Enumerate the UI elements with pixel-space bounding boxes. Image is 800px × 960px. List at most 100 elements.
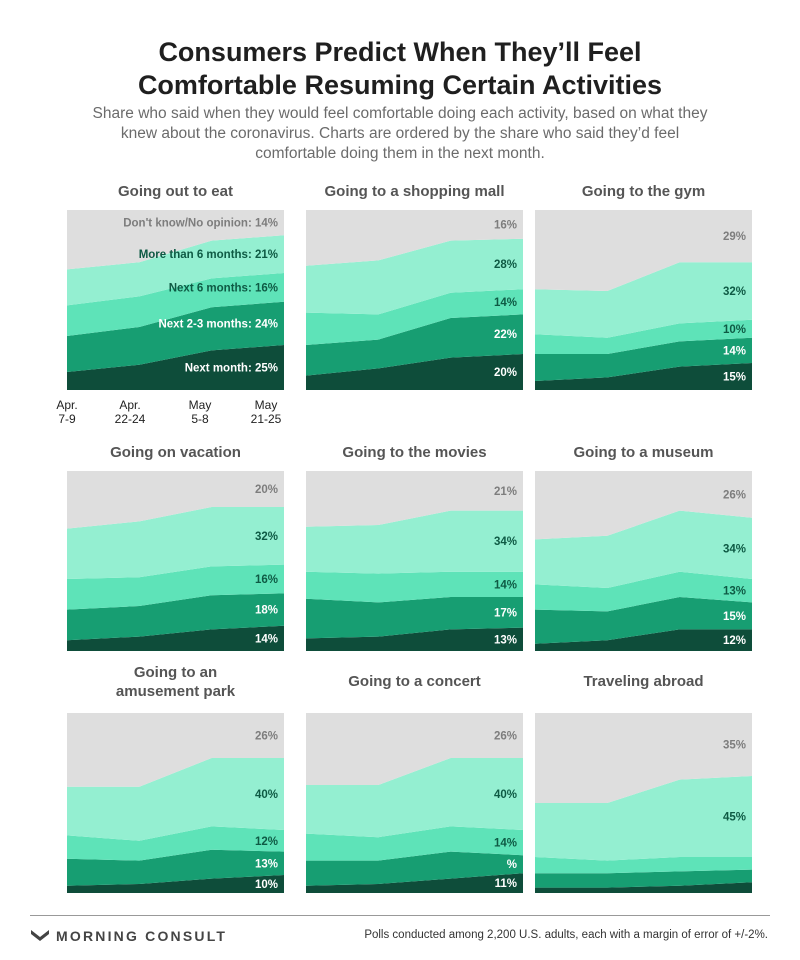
panel-title-going-on-vacation: Going on vacation bbox=[61, 443, 291, 462]
panel-title-going-out-to-eat: Going out to eat bbox=[61, 182, 291, 201]
label-more-than-6-months: 45% bbox=[723, 812, 746, 824]
label-dont-know: 35% bbox=[723, 740, 746, 752]
area-next-6-months bbox=[306, 289, 523, 345]
label-next-month: 20% bbox=[494, 367, 517, 379]
area-next-month bbox=[306, 873, 523, 893]
x-tick-line: 22-24 bbox=[114, 412, 146, 426]
page-subtitle: Share who said when they would feel comf… bbox=[92, 105, 708, 162]
area-next-2-3-months bbox=[306, 314, 523, 376]
area-next-2-3-months bbox=[67, 301, 284, 372]
panel-title-going-to-a-concert: Going to a concert bbox=[300, 672, 530, 691]
area-next-6-months bbox=[535, 857, 752, 874]
area-next-6-months bbox=[535, 571, 752, 612]
x-tick-line: 5-8 bbox=[191, 412, 209, 426]
panel-title-line: Going to the gym bbox=[581, 183, 706, 200]
area-next-month bbox=[535, 882, 752, 893]
panel-title-line: Going to a museum bbox=[573, 444, 714, 461]
label-next-6-months: 12% bbox=[255, 836, 278, 848]
area-dont-know bbox=[306, 210, 523, 266]
area-next-2-3-months bbox=[535, 869, 752, 888]
area-next-month bbox=[67, 345, 284, 390]
area-more-than-6-months bbox=[535, 776, 752, 861]
label-more-than-6-months: 28% bbox=[494, 259, 517, 271]
area-next-month bbox=[67, 875, 284, 893]
morning-consult-logo-icon bbox=[31, 930, 49, 941]
x-tick-line: May bbox=[188, 398, 212, 412]
panel-title-line: Going to the movies bbox=[342, 444, 487, 461]
chart-going-to-a-museum: 12% 15% 13% 34% 26% bbox=[535, 471, 752, 651]
panel-title-going-to-a-shopping-mall: Going to a shopping mall bbox=[300, 182, 530, 201]
label-more-than-6-months: 40% bbox=[494, 789, 517, 801]
area-more-than-6-months bbox=[535, 262, 752, 338]
area-next-6-months bbox=[306, 571, 523, 603]
title-line-1: Consumers Predict When They’ll Feel bbox=[158, 37, 642, 67]
area-next-6-months bbox=[535, 319, 752, 354]
x-tick-line: Apr. bbox=[56, 398, 78, 412]
logo-text: MORNING CONSULT bbox=[56, 928, 228, 944]
label-dont-know: Don't know/No opinion: 14% bbox=[123, 218, 278, 230]
area-more-than-6-months bbox=[67, 235, 284, 306]
area-next-month bbox=[67, 625, 284, 651]
chart-going-to-the-movies: 13% 17% 14% 34% 21% bbox=[306, 471, 523, 651]
label-dont-know: 26% bbox=[494, 731, 517, 743]
label-more-than-6-months: 40% bbox=[255, 789, 278, 801]
label-next-2-3-months: 22% bbox=[494, 329, 517, 341]
label-next-month: 14% bbox=[255, 633, 278, 645]
area-dont-know bbox=[535, 713, 752, 803]
area-more-than-6-months bbox=[306, 238, 523, 315]
area-dont-know bbox=[306, 471, 523, 527]
panel-title-going-to-the-gym: Going to the gym bbox=[529, 182, 759, 201]
label-dont-know: 26% bbox=[255, 731, 278, 743]
panel-title-line: Going to a shopping mall bbox=[324, 183, 505, 200]
label-next-month: Next month: 25% bbox=[185, 363, 278, 375]
chart-going-to-an-amusement-park: 10% 13% 12% 40% 26% bbox=[67, 713, 284, 893]
area-next-2-3-months bbox=[535, 337, 752, 381]
x-tick-label: Apr. 7-9 bbox=[42, 398, 92, 426]
label-next-6-months: 13% bbox=[723, 586, 746, 598]
footnote: Polls conducted among 2,200 U.S. adults,… bbox=[364, 929, 768, 941]
area-next-6-months bbox=[306, 826, 523, 861]
area-more-than-6-months bbox=[67, 758, 284, 841]
x-tick-label: Apr. 22-24 bbox=[105, 398, 155, 426]
chart-going-on-vacation: 14% 18% 16% 32% 20% bbox=[67, 471, 284, 651]
area-next-2-3-months bbox=[306, 851, 523, 886]
area-next-2-3-months bbox=[535, 597, 752, 644]
label-next-2-3-months: 18% bbox=[255, 605, 278, 617]
x-tick-line: May bbox=[254, 398, 278, 412]
area-next-2-3-months bbox=[67, 849, 284, 886]
panel-title-line: Going out to eat bbox=[118, 183, 233, 200]
x-tick-line: 21-25 bbox=[250, 412, 282, 426]
panel-title-line: amusement park bbox=[115, 683, 236, 700]
area-more-than-6-months bbox=[67, 507, 284, 579]
area-next-2-3-months bbox=[306, 597, 523, 639]
label-more-than-6-months: 34% bbox=[494, 536, 517, 548]
label-more-than-6-months: 32% bbox=[255, 531, 278, 543]
footer-divider bbox=[30, 915, 770, 916]
label-next-6-months: 16% bbox=[255, 574, 278, 586]
panel-title-line: Traveling abroad bbox=[583, 673, 704, 690]
area-more-than-6-months bbox=[535, 510, 752, 588]
label-next-2-3-months: 15% bbox=[723, 611, 746, 623]
panel-title-line: Going on vacation bbox=[110, 444, 241, 461]
area-next-6-months bbox=[67, 273, 284, 336]
x-tick-label: May 5-8 bbox=[175, 398, 225, 426]
area-dont-know bbox=[67, 713, 284, 787]
area-next-month bbox=[535, 363, 752, 390]
area-next-month bbox=[535, 629, 752, 651]
label-next-6-months: 14% bbox=[494, 297, 517, 309]
x-tick-line: Apr. bbox=[119, 398, 141, 412]
panel-title-going-to-the-movies: Going to the movies bbox=[300, 443, 530, 462]
area-dont-know bbox=[306, 713, 523, 785]
label-next-2-3-months: 14% bbox=[723, 345, 746, 357]
label-next-month: 10% bbox=[255, 879, 278, 891]
area-next-2-3-months bbox=[67, 593, 284, 641]
panel-title-line: Going to an bbox=[133, 664, 218, 681]
label-dont-know: 16% bbox=[494, 219, 517, 231]
chart-going-to-the-gym: 15% 14% 10% 32% 29% bbox=[535, 210, 752, 390]
panel-title-going-to-a-museum: Going to a museum bbox=[529, 443, 759, 462]
area-dont-know bbox=[67, 471, 284, 529]
label-next-2-3-months: 13% bbox=[255, 858, 278, 870]
area-dont-know bbox=[535, 471, 752, 540]
label-more-than-6-months: More than 6 months: 21% bbox=[139, 249, 278, 261]
chart-traveling-abroad: 45% 35% bbox=[535, 713, 752, 893]
